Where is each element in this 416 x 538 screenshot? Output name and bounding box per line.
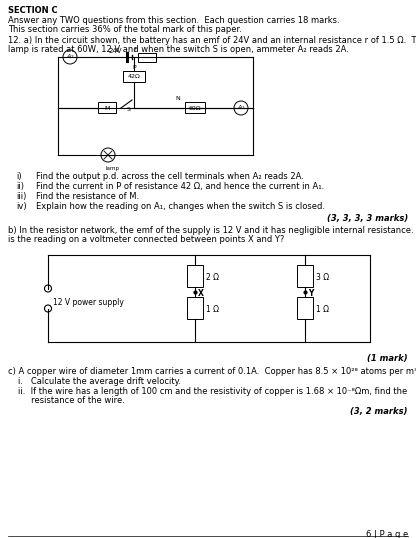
Text: 3 Ω: 3 Ω: [316, 273, 329, 282]
Bar: [98, 102, 116, 113]
Text: Find the output p.d. across the cell terminals when A₂ reads 2A.: Find the output p.d. across the cell ter…: [36, 172, 304, 181]
Bar: [123, 71, 145, 82]
Text: S: S: [127, 107, 131, 112]
Text: i.   Calculate the average drift velocity.: i. Calculate the average drift velocity.: [18, 377, 181, 386]
Text: lamp: lamp: [106, 166, 120, 171]
Text: r: r: [134, 47, 137, 53]
Circle shape: [63, 50, 77, 64]
Text: is the reading on a voltmeter connected between points X and Y?: is the reading on a voltmeter connected …: [8, 235, 285, 244]
Text: 12. a) In the circuit shown, the battery has an emf of 24V and an internal resis: 12. a) In the circuit shown, the battery…: [8, 36, 416, 45]
Text: (3, 3, 3, 3 marks): (3, 3, 3, 3 marks): [327, 214, 408, 223]
Text: i): i): [16, 172, 22, 181]
Text: (3, 2 marks): (3, 2 marks): [351, 407, 408, 416]
Text: resistance of the wire.: resistance of the wire.: [18, 396, 125, 405]
Text: 1 Ω: 1 Ω: [206, 306, 219, 315]
Text: Find the resistance of M.: Find the resistance of M.: [36, 192, 139, 201]
Text: X: X: [198, 288, 204, 298]
Text: lamp is rated at 60W, 12 V and when the switch S is open, ammeter A₂ reads 2A.: lamp is rated at 60W, 12 V and when the …: [8, 45, 349, 54]
Text: P: P: [132, 65, 136, 70]
Text: 24V: 24V: [109, 48, 122, 54]
Bar: [138, 53, 156, 62]
Text: $A_1$: $A_1$: [237, 103, 245, 112]
Text: Find the current in P of resistance 42 Ω, and hence the current in A₁.: Find the current in P of resistance 42 Ω…: [36, 182, 324, 191]
Bar: [297, 265, 313, 287]
Text: 2 Ω: 2 Ω: [206, 273, 219, 282]
Text: b) In the resistor network, the emf of the supply is 12 V and it has negligible : b) In the resistor network, the emf of t…: [8, 226, 416, 235]
Text: 60Ω: 60Ω: [189, 105, 201, 110]
Bar: [187, 265, 203, 287]
Text: (1 mark): (1 mark): [367, 354, 408, 363]
Text: This section carries 36% of the total mark of this paper.: This section carries 36% of the total ma…: [8, 25, 242, 34]
Text: Explain how the reading on A₁, changes when the switch S is closed.: Explain how the reading on A₁, changes w…: [36, 202, 325, 211]
Text: iv): iv): [16, 202, 27, 211]
Text: Answer any TWO questions from this section.  Each question carries 18 marks.: Answer any TWO questions from this secti…: [8, 16, 339, 25]
Circle shape: [234, 101, 248, 115]
Bar: [185, 102, 205, 113]
Text: SECTION C: SECTION C: [8, 6, 58, 15]
Bar: [297, 297, 313, 319]
Text: ii.  If the wire has a length of 100 cm and the resistivity of copper is 1.68 × : ii. If the wire has a length of 100 cm a…: [18, 387, 407, 396]
Text: iii): iii): [16, 192, 26, 201]
Text: Y: Y: [308, 288, 313, 298]
Text: N: N: [175, 96, 180, 101]
Circle shape: [45, 305, 52, 312]
Bar: [187, 297, 203, 319]
Circle shape: [101, 148, 115, 162]
Text: 12 V power supply: 12 V power supply: [53, 298, 124, 307]
Text: 1 Ω: 1 Ω: [316, 306, 329, 315]
Text: M: M: [104, 105, 110, 110]
Circle shape: [45, 285, 52, 292]
Text: 6 | P a g e: 6 | P a g e: [366, 530, 408, 538]
Text: c) A copper wire of diameter 1mm carries a current of 0.1A.  Copper has 8.5 × 10: c) A copper wire of diameter 1mm carries…: [8, 367, 416, 376]
Text: 42Ω: 42Ω: [128, 74, 140, 80]
Text: $A_2$: $A_2$: [66, 53, 74, 61]
Text: ii): ii): [16, 182, 24, 191]
